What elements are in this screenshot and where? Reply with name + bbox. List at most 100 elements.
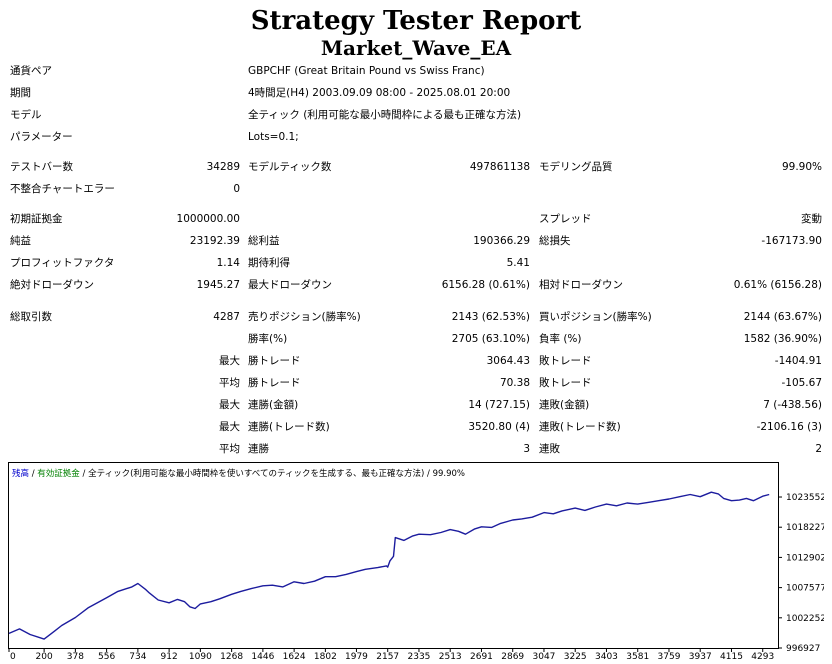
legend-separator: / [29, 469, 37, 479]
stats-row-avg-trade: 平均 勝トレード 70.38 敗トレード -105.67 [8, 372, 828, 394]
stats-row-trades: 総取引数 4287 売りポジション(勝率%) 2143 (62.53%) 買いポ… [8, 306, 828, 328]
cons-loss-count-label: 連敗(トレード数) [539, 421, 621, 433]
report-title: Strategy Tester Report [250, 6, 582, 36]
short-label: 売りポジション(勝率%) [248, 311, 361, 323]
gross-profit-value: 190366.29 [473, 235, 530, 247]
ticks-label: モデルティック数 [248, 161, 332, 173]
x-tick-label: 734 [129, 652, 146, 662]
x-tick-label: 3581 [626, 652, 649, 662]
rel-dd-label: 相対ドローダウン [539, 279, 623, 291]
x-tick-label: 2513 [439, 652, 462, 662]
x-tick-label: 200 [36, 652, 53, 662]
x-tick-label: 4293 [751, 652, 774, 662]
y-tick-label: 1018227 [786, 523, 824, 533]
x-tick-label: 1624 [283, 652, 306, 662]
legend-equity: 有効証拠金 [37, 468, 80, 479]
info-value: 全ティック (利用可能な最小時間枠による最も正確な方法) [248, 109, 522, 121]
quality-label: モデリング品質 [539, 161, 613, 173]
avg-cons-loss-label: 連敗 [539, 443, 560, 455]
max-win-value: 3064.43 [486, 355, 530, 367]
x-tick-label: 2335 [408, 652, 431, 662]
x-tick-label: 378 [67, 652, 84, 662]
avg-loss-label: 敗トレード [539, 377, 592, 389]
stats-row-mismatch: 不整合チャートエラー 0 [8, 178, 828, 200]
max-loss-label: 敗トレード [539, 355, 592, 367]
stats-row-max-trade: 最大 勝トレード 3064.43 敗トレード -1404.91 [8, 350, 828, 372]
mismatch-value: 0 [233, 183, 240, 195]
spread-label: スプレッド [539, 213, 592, 225]
x-tick-label: 3047 [533, 652, 556, 662]
cons-loss-money-value: 7 (-438.56) [763, 399, 822, 411]
info-row-model: モデル 全ティック (利用可能な最小時間枠による最も正確な方法) [8, 104, 828, 126]
rel-dd-value: 0.61% (6156.28) [733, 279, 822, 291]
info-row-symbol: 通貨ペア GBPCHF (Great Britain Pound vs Swis… [8, 60, 828, 82]
avg-cons-win-label: 連勝 [248, 443, 269, 455]
max-word: 最大 [219, 421, 240, 433]
info-label: 期間 [10, 87, 31, 99]
max-dd-value: 6156.28 (0.61%) [441, 279, 530, 291]
stats-row-win-rate: 勝率(%) 2705 (63.10%) 負率 (%) 1582 (36.90%) [8, 328, 828, 350]
cons-win-count-label: 連勝(トレード数) [248, 421, 330, 433]
avg-win-label: 勝トレード [248, 377, 301, 389]
stats-row-net: 純益 23192.39 総利益 190366.29 総損失 -167173.90 [8, 230, 828, 252]
expected-value: 5.41 [506, 257, 530, 269]
loss-value: 1582 (36.90%) [743, 333, 822, 345]
x-tick-label: 4115 [720, 652, 743, 662]
bars-value: 34289 [206, 161, 240, 173]
stats-row-cons-count: 最大 連勝(トレード数) 3520.80 (4) 連敗(トレード数) -2106… [8, 416, 828, 438]
avg-word: 平均 [219, 443, 240, 455]
x-tick-label: 1979 [345, 652, 368, 662]
legend-model: 全ティック(利用可能な最小時間枠を使いすべてのティックを生成する、最も正確な方法… [88, 468, 424, 479]
abs-dd-value: 1945.27 [196, 279, 240, 291]
avg-loss-value: -105.67 [781, 377, 822, 389]
long-label: 買いポジション(勝率%) [539, 311, 652, 323]
y-tick-label: 996927 [786, 644, 820, 654]
ea-name: Market_Wave_EA [320, 36, 512, 60]
gross-profit-label: 総利益 [248, 235, 280, 247]
legend-quality: 99.90% [433, 469, 465, 479]
net-value: 23192.39 [189, 235, 240, 247]
balance-chart: 残高 / 有効証拠金 / 全ティック(利用可能な最小時間枠を使いすべてのティック… [8, 462, 824, 662]
info-label: モデル [10, 109, 42, 121]
x-tick-label: 3937 [689, 652, 712, 662]
info-value: GBPCHF (Great Britain Pound vs Swiss Fra… [248, 65, 485, 77]
max-loss-value: -1404.91 [774, 355, 822, 367]
x-tick-label: 3759 [658, 652, 681, 662]
x-tick-label: 556 [98, 652, 115, 662]
win-value: 2705 (63.10%) [451, 333, 530, 345]
cons-loss-money-label: 連敗(金額) [539, 399, 590, 411]
cons-loss-count-value: -2106.16 (3) [756, 421, 822, 433]
x-tick-label: 3403 [595, 652, 618, 662]
x-tick-label: 3225 [564, 652, 587, 662]
info-row-period: 期間 4時間足(H4) 2003.09.09 08:00 - 2025.08.0… [8, 82, 828, 104]
x-tick-label: 0 [10, 652, 16, 662]
win-label: 勝率(%) [248, 333, 288, 345]
max-word: 最大 [219, 399, 240, 411]
abs-dd-label: 絶対ドローダウン [10, 279, 94, 291]
cons-win-money-value: 14 (727.15) [468, 399, 530, 411]
stats-row-cons-money: 最大 連勝(金額) 14 (727.15) 連敗(金額) 7 (-438.56) [8, 394, 828, 416]
gross-loss-label: 総損失 [539, 235, 571, 247]
stats-row-deposit: 初期証拠金 1000000.00 スプレッド 変動 [8, 208, 828, 230]
quality-value: 99.90% [781, 161, 822, 173]
stats-row-drawdown: 絶対ドローダウン 1945.27 最大ドローダウン 6156.28 (0.61%… [8, 274, 828, 296]
stats-row-avg-cons: 平均 連勝 3 連敗 2 [8, 438, 828, 460]
legend-separator: / [80, 469, 88, 479]
y-tick-label: 1012902 [786, 553, 824, 563]
avg-cons-win-value: 3 [523, 443, 530, 455]
y-tick-label: 1002252 [786, 614, 824, 624]
stats-row-bars: テストバー数 34289 モデルティック数 497861138 モデリング品質 … [8, 156, 828, 178]
stats-row-profit-factor: プロフィットファクタ 1.14 期待利得 5.41 [8, 252, 828, 274]
short-value: 2143 (62.53%) [451, 311, 530, 323]
max-dd-label: 最大ドローダウン [248, 279, 332, 291]
long-value: 2144 (63.67%) [743, 311, 822, 323]
x-tick-label: 912 [161, 652, 178, 662]
x-tick-label: 1802 [314, 652, 337, 662]
deposit-label: 初期証拠金 [10, 213, 63, 225]
cons-win-count-value: 3520.80 (4) [468, 421, 530, 433]
max-word: 最大 [219, 355, 240, 367]
info-value: 4時間足(H4) 2003.09.09 08:00 - 2025.08.01 2… [248, 87, 511, 99]
bars-label: テストバー数 [10, 161, 73, 173]
loss-label: 負率 (%) [539, 333, 582, 345]
spread-value: 変動 [801, 213, 822, 225]
